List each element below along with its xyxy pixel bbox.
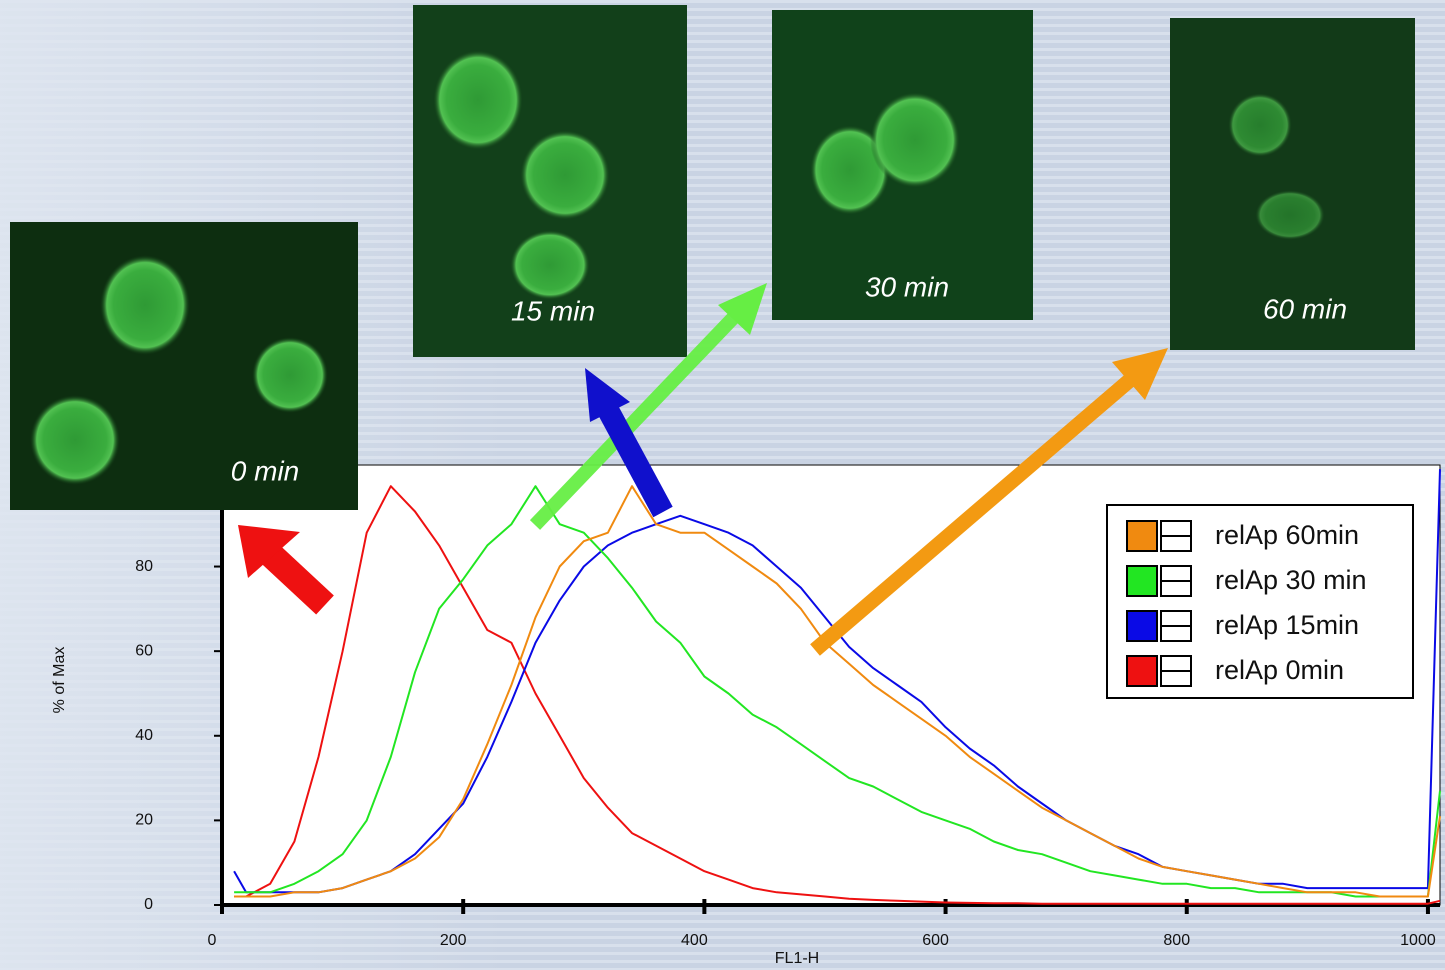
micrograph bbox=[413, 5, 687, 357]
x-axis-title: FL1-H bbox=[775, 950, 819, 967]
y-tick-label: 40 bbox=[135, 727, 153, 744]
image-caption: 15 min bbox=[511, 295, 595, 326]
legend-label: relAp 60min bbox=[1215, 520, 1359, 550]
y-axis-title: % of Max bbox=[51, 647, 68, 714]
legend-label: relAp 0min bbox=[1215, 655, 1344, 685]
y-tick-label: 0 bbox=[144, 896, 153, 913]
legend-swatch bbox=[1126, 655, 1158, 687]
micrograph bbox=[772, 10, 1033, 320]
y-tick-label: 20 bbox=[135, 812, 153, 829]
x-tick-label: 400 bbox=[681, 932, 708, 949]
x-tick-label: 800 bbox=[1163, 932, 1190, 949]
x-tick-label: 600 bbox=[922, 932, 949, 949]
legend-swatch bbox=[1126, 565, 1158, 597]
image-caption: 0 min bbox=[231, 455, 299, 486]
legend-label: relAp 30 min bbox=[1215, 565, 1367, 595]
series-line bbox=[234, 485, 1441, 905]
micrograph bbox=[1170, 18, 1415, 350]
arrow bbox=[529, 283, 767, 530]
x-tick-label: 0 bbox=[208, 932, 217, 949]
series-line bbox=[234, 485, 1441, 898]
series-line bbox=[234, 485, 1441, 898]
y-tick-label: 60 bbox=[135, 642, 153, 659]
image-caption: 30 min bbox=[865, 271, 949, 302]
micrograph bbox=[10, 222, 358, 510]
image-caption: 60 min bbox=[1263, 293, 1347, 324]
arrow bbox=[810, 348, 1168, 656]
legend-swatch bbox=[1126, 520, 1158, 552]
legend-label: relAp 15min bbox=[1215, 610, 1359, 640]
legend-swatch bbox=[1126, 610, 1158, 642]
x-tick-label: 1000 bbox=[1400, 932, 1436, 949]
legend: relAp 60min relAp 30 min relAp 15min relAp … bbox=[1106, 504, 1414, 699]
arrow bbox=[238, 525, 334, 615]
x-tick-label: 200 bbox=[440, 932, 467, 949]
arrow bbox=[585, 368, 673, 518]
y-tick-label: 80 bbox=[135, 558, 153, 575]
